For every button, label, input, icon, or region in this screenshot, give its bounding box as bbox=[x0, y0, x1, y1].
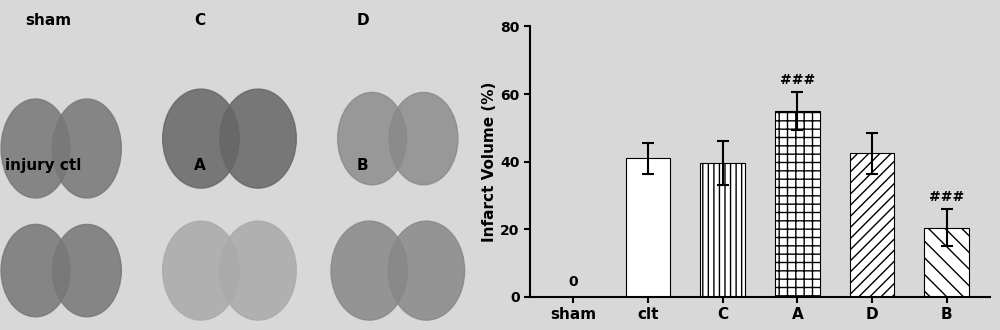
Ellipse shape bbox=[1, 224, 70, 317]
Bar bbox=[626, 158, 670, 297]
Bar bbox=[700, 163, 745, 297]
Ellipse shape bbox=[163, 89, 239, 188]
Ellipse shape bbox=[52, 99, 121, 198]
Text: injury ctl: injury ctl bbox=[5, 158, 81, 173]
Ellipse shape bbox=[1, 99, 70, 198]
Bar bbox=[924, 228, 969, 297]
Y-axis label: Infarct Volume (%): Infarct Volume (%) bbox=[482, 82, 497, 242]
Text: B: B bbox=[357, 158, 369, 173]
Ellipse shape bbox=[163, 221, 239, 320]
Ellipse shape bbox=[220, 89, 296, 188]
Ellipse shape bbox=[220, 221, 296, 320]
Ellipse shape bbox=[388, 221, 465, 320]
Text: 0: 0 bbox=[568, 275, 578, 288]
Ellipse shape bbox=[331, 221, 407, 320]
Ellipse shape bbox=[338, 92, 407, 185]
Ellipse shape bbox=[389, 92, 458, 185]
Text: C: C bbox=[194, 13, 205, 28]
Text: A: A bbox=[194, 158, 206, 173]
Text: sham: sham bbox=[26, 13, 72, 28]
Text: D: D bbox=[357, 13, 370, 28]
Text: ###: ### bbox=[929, 190, 964, 204]
Bar bbox=[775, 111, 820, 297]
Bar bbox=[850, 153, 894, 297]
Ellipse shape bbox=[52, 224, 121, 317]
Text: ###: ### bbox=[780, 73, 815, 87]
